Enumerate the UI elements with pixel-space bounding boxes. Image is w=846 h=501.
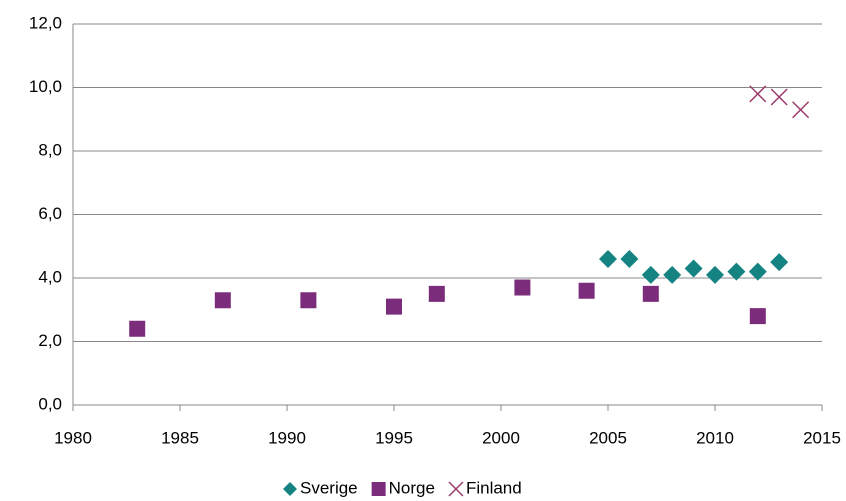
legend-marker	[448, 481, 464, 497]
legend-label: Finland	[466, 478, 522, 497]
point	[428, 285, 445, 302]
legend-label: Norge	[389, 478, 435, 497]
point	[214, 292, 231, 309]
legend-marker	[283, 482, 297, 496]
point	[748, 262, 767, 281]
x-tick-label: 1995	[375, 428, 413, 447]
point	[300, 292, 317, 309]
y-tick-label: 10,0	[29, 77, 62, 96]
x-tick-label: 1985	[161, 428, 199, 447]
point	[727, 262, 746, 281]
point	[641, 265, 660, 284]
point	[642, 285, 659, 302]
y-tick-label: 2,0	[38, 331, 62, 350]
point	[770, 253, 789, 272]
point	[792, 101, 810, 119]
legend-label: Sverige	[300, 478, 358, 497]
point	[684, 259, 703, 278]
y-tick-label: 4,0	[38, 267, 62, 286]
point	[749, 308, 766, 325]
point	[770, 88, 788, 106]
point	[129, 320, 146, 337]
y-tick-label: 6,0	[38, 204, 62, 223]
x-tick-label: 1980	[54, 428, 92, 447]
y-tick-label: 12,0	[29, 13, 62, 32]
legend-marker	[371, 482, 386, 496]
point	[386, 298, 402, 315]
x-tick-label: 2005	[589, 428, 627, 447]
x-tick-label: 2000	[482, 428, 520, 447]
x-tick-label: 2015	[803, 428, 841, 447]
x-tick-label: 1990	[268, 428, 306, 447]
point	[620, 249, 639, 268]
y-tick-label: 8,0	[38, 140, 62, 159]
point	[578, 282, 595, 299]
point	[706, 265, 724, 284]
point	[514, 279, 531, 296]
point	[663, 265, 682, 284]
y-tick-label: 0,0	[38, 394, 62, 413]
point	[599, 249, 617, 268]
x-tick-label: 2010	[696, 428, 734, 447]
point	[749, 85, 767, 103]
